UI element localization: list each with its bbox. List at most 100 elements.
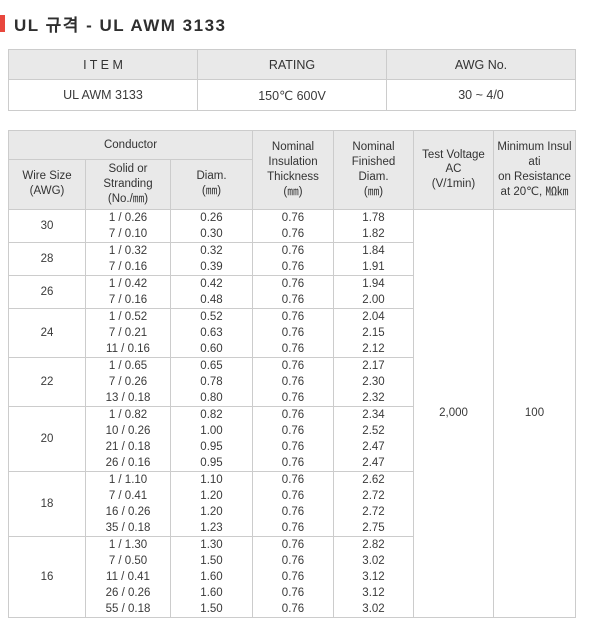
thickness-cell: 0.76 bbox=[252, 471, 334, 488]
thickness-cell: 0.76 bbox=[252, 242, 334, 259]
diam-cell: 1.20 bbox=[170, 503, 253, 520]
table-row: 7 / 0.41 1.20 0.76 2.72 bbox=[9, 487, 576, 504]
finished-diam-cell: 2.75 bbox=[333, 519, 414, 537]
stranding-cell: 26 / 0.16 bbox=[85, 454, 171, 472]
table-row: 26 1 / 0.42 0.42 0.76 1.94 bbox=[8, 275, 576, 309]
stranding-cell: 1 / 0.82 bbox=[85, 406, 171, 423]
table-row: 26 / 0.16 0.95 0.76 2.47 bbox=[9, 454, 576, 472]
stranding-cell: 7 / 0.21 bbox=[85, 324, 171, 341]
diam-cell: 0.80 bbox=[170, 389, 253, 407]
wire-size-cell: 24 bbox=[8, 308, 86, 358]
stranding-cell: 7 / 0.10 bbox=[85, 225, 171, 243]
stranding-cell: 7 / 0.50 bbox=[85, 552, 171, 569]
summary-value-row: UL AWM 3133 150℃ 600V 30 ~ 4/0 bbox=[8, 79, 576, 111]
diam-cell: 1.60 bbox=[170, 584, 253, 601]
table-row: 7 / 0.10 0.30 0.76 1.82 bbox=[9, 225, 576, 243]
table-row: 7 / 0.26 0.78 0.76 2.30 bbox=[9, 373, 576, 390]
diam-cell: 0.52 bbox=[170, 308, 253, 325]
stranding-cell: 26 / 0.26 bbox=[85, 584, 171, 601]
stranding-cell: 11 / 0.41 bbox=[85, 568, 171, 585]
thickness-cell: 0.76 bbox=[252, 291, 334, 309]
thickness-cell: 0.76 bbox=[252, 373, 334, 390]
diam-cell: 0.39 bbox=[170, 258, 253, 276]
table-row: 21 / 0.18 0.95 0.76 2.47 bbox=[9, 438, 576, 455]
wire-size-cell: 30 bbox=[8, 209, 86, 243]
table-row: 28 1 / 0.32 0.32 0.76 1.84 bbox=[8, 242, 576, 276]
finished-diam-cell: 2.12 bbox=[333, 340, 414, 358]
diam-cell: 0.63 bbox=[170, 324, 253, 341]
table-row: 20 1 / 0.82 0.82 0.76 2.34 bbox=[8, 406, 576, 472]
diam-cell: 0.82 bbox=[170, 406, 253, 423]
finished-diam-cell: 1.78 bbox=[333, 209, 414, 226]
wire-spec-table: Conductor Nominal Insulation Thickness (… bbox=[8, 130, 576, 618]
diam-cell: 0.65 bbox=[170, 357, 253, 374]
conductor-header: Conductor bbox=[8, 130, 253, 160]
table-row: 7 / 0.16 0.39 0.76 1.91 bbox=[9, 258, 576, 276]
finished-diam-cell: 2.04 bbox=[333, 308, 414, 325]
summary-header-rating: RATING bbox=[197, 49, 387, 80]
thickness-cell: 0.76 bbox=[252, 487, 334, 504]
summary-header-awg: AWG No. bbox=[386, 49, 576, 80]
diam-cell: 0.60 bbox=[170, 340, 253, 358]
table-row: 7 / 0.21 0.63 0.76 2.15 bbox=[9, 324, 576, 341]
stranding-cell: 1 / 1.10 bbox=[85, 471, 171, 488]
wire-size-cell: 18 bbox=[8, 471, 86, 537]
diam-cell: 0.95 bbox=[170, 454, 253, 472]
finished-diam-cell: 3.02 bbox=[333, 600, 414, 618]
thickness-cell: 0.76 bbox=[252, 324, 334, 341]
finished-diam-cell: 2.15 bbox=[333, 324, 414, 341]
table-row: 7 / 0.16 0.48 0.76 2.00 bbox=[9, 291, 576, 309]
thickness-cell: 0.76 bbox=[252, 536, 334, 553]
finished-diam-cell: 2.47 bbox=[333, 454, 414, 472]
summary-value-item: UL AWM 3133 bbox=[8, 79, 198, 111]
diam-cell: 1.50 bbox=[170, 600, 253, 618]
thickness-cell: 0.76 bbox=[252, 209, 334, 226]
stranding-cell: 1 / 1.30 bbox=[85, 536, 171, 553]
finished-diam-cell: 2.00 bbox=[333, 291, 414, 309]
diam-cell: 0.95 bbox=[170, 438, 253, 455]
page-title-text: UL 규격 - UL AWM 3133 bbox=[14, 16, 227, 35]
stranding-cell: 1 / 0.26 bbox=[85, 209, 171, 226]
diam-cell: 0.48 bbox=[170, 291, 253, 309]
finished-diam-cell: 2.47 bbox=[333, 438, 414, 455]
finished-diam-header: Nominal Finished Diam. (㎜) bbox=[333, 130, 414, 210]
finished-diam-cell: 2.52 bbox=[333, 422, 414, 439]
stranding-cell: 7 / 0.16 bbox=[85, 291, 171, 309]
table-row: 7 / 0.50 1.50 0.76 3.02 bbox=[9, 552, 576, 569]
table-row: 16 1 / 1.30 1.30 0.76 2.82 bbox=[8, 536, 576, 618]
table-row: 10 / 0.26 1.00 0.76 2.52 bbox=[9, 422, 576, 439]
diam-cell: 0.30 bbox=[170, 225, 253, 243]
diam-cell: 0.78 bbox=[170, 373, 253, 390]
stranding-cell: 1 / 0.52 bbox=[85, 308, 171, 325]
thickness-cell: 0.76 bbox=[252, 275, 334, 292]
test-voltage-header: Test Voltage AC (V/1min) bbox=[413, 130, 494, 210]
stranding-cell: 1 / 0.42 bbox=[85, 275, 171, 292]
diam-cell: 1.50 bbox=[170, 552, 253, 569]
thickness-cell: 0.76 bbox=[252, 568, 334, 585]
spec-header-row-1: Conductor Nominal Insulation Thickness (… bbox=[8, 130, 576, 210]
wire-size-cell: 22 bbox=[8, 357, 86, 407]
stranding-cell: 7 / 0.41 bbox=[85, 487, 171, 504]
table-row: 11 / 0.41 1.60 0.76 3.12 bbox=[9, 568, 576, 585]
finished-diam-cell: 3.02 bbox=[333, 552, 414, 569]
summary-value-awg: 30 ~ 4/0 bbox=[386, 79, 576, 111]
finished-diam-cell: 1.94 bbox=[333, 275, 414, 292]
table-row: 16 / 0.26 1.20 0.76 2.72 bbox=[9, 503, 576, 520]
finished-diam-cell: 3.12 bbox=[333, 568, 414, 585]
table-row: 24 1 / 0.52 0.52 0.76 2.04 bbox=[8, 308, 576, 358]
summary-header-item: I T E M bbox=[8, 49, 198, 80]
diam-cell: 0.42 bbox=[170, 275, 253, 292]
thickness-cell: 0.76 bbox=[252, 454, 334, 472]
diam-cell: 0.32 bbox=[170, 242, 253, 259]
table-row: 11 / 0.16 0.60 0.76 2.12 bbox=[9, 340, 576, 358]
finished-diam-cell: 2.82 bbox=[333, 536, 414, 553]
stranding-cell: 1 / 0.65 bbox=[85, 357, 171, 374]
diam-cell: 1.10 bbox=[170, 471, 253, 488]
summary-header-row: I T E M RATING AWG No. bbox=[8, 49, 576, 80]
thickness-cell: 0.76 bbox=[252, 258, 334, 276]
table-row: 26 / 0.26 1.60 0.76 3.12 bbox=[9, 584, 576, 601]
finished-diam-cell: 2.34 bbox=[333, 406, 414, 423]
thickness-cell: 0.76 bbox=[252, 225, 334, 243]
table-row: 30 1 / 0.26 0.26 0.76 1.78 2,000 100 bbox=[8, 209, 576, 618]
